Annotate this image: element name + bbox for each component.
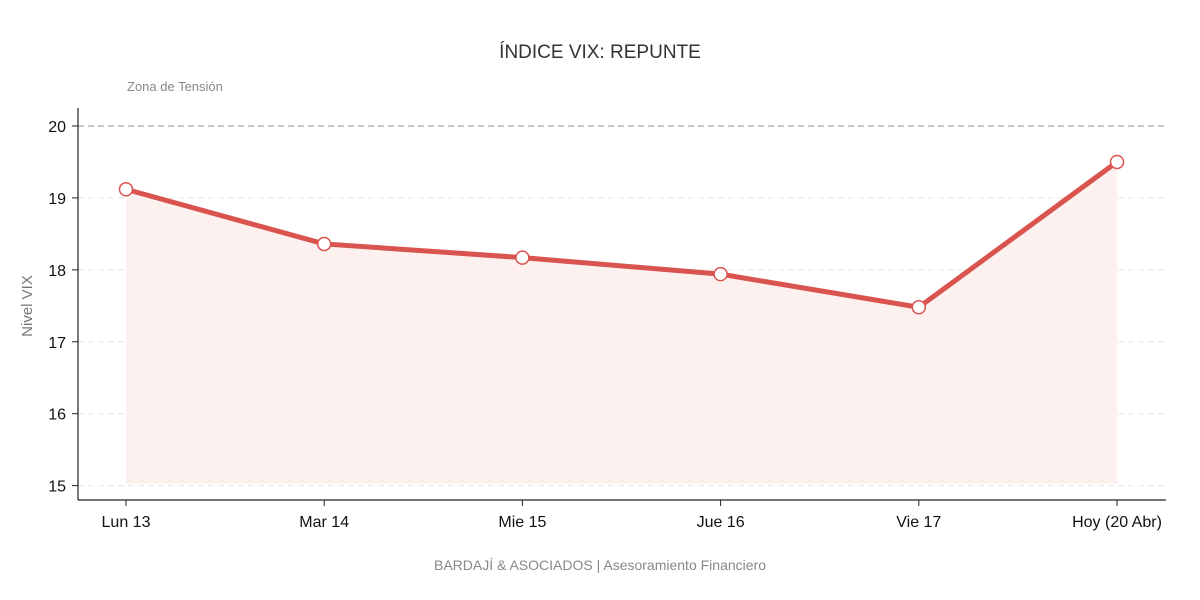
y-tick-label: 16	[48, 407, 66, 424]
x-tick-label: Hoy (20 Abr)	[1072, 514, 1162, 531]
x-tick-label: Mie 15	[498, 514, 546, 531]
y-axis-label: Nivel VIX	[19, 275, 36, 337]
y-tick-label: 19	[48, 191, 66, 208]
tension-zone-label: Zona de Tensión	[127, 79, 223, 94]
data-point	[515, 250, 530, 265]
data-point	[316, 236, 332, 252]
x-tick-label: Mar 14	[299, 514, 349, 531]
y-tick-label: 17	[48, 335, 66, 352]
area-layer	[126, 161, 1117, 485]
series-area	[126, 161, 1117, 485]
footer-text: BARDAJÍ & ASOCIADOS | Asesoramiento Fina…	[434, 557, 766, 573]
data-point	[911, 299, 927, 315]
chart-title: ÍNDICE VIX: REPUNTE	[499, 42, 701, 63]
x-tick-label: Vie 17	[896, 514, 941, 531]
data-point	[118, 182, 134, 197]
data-point	[1109, 154, 1125, 170]
x-tick-label: Lun 13	[102, 514, 151, 531]
y-tick-label: 15	[48, 479, 66, 496]
marker-layer	[118, 154, 1125, 315]
x-tick-layer: Lun 13 Mar 14 Mie 15 Jue 16 Vie 17 Hoy (20 Ab…	[102, 500, 1162, 531]
line-layer	[123, 159, 1120, 310]
y-tick-label: 20	[48, 119, 66, 136]
y-tick-layer: 15 16 17 18 19 20	[48, 119, 78, 496]
series-line	[123, 159, 1120, 310]
y-tick-label: 18	[48, 263, 66, 280]
x-tick-label: Jue 16	[697, 514, 745, 531]
axis-layer	[77, 108, 1166, 501]
data-point	[713, 266, 728, 282]
